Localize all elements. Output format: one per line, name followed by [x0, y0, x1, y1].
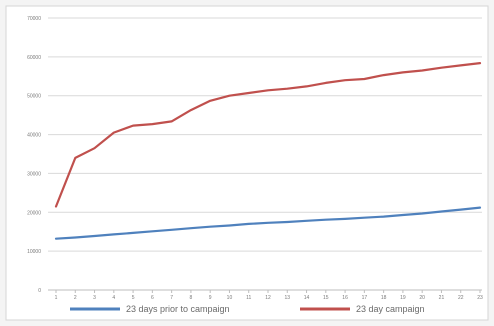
- x-tick-label: 5: [132, 295, 135, 301]
- x-tick-label: 12: [265, 295, 271, 301]
- series-lines: [54, 61, 482, 240]
- y-axis-ticks: 0 10000 20000 30000 40000 50000 60000 70000: [27, 16, 41, 294]
- y-tick-label: 70000: [27, 16, 41, 22]
- y-tick-label: 50000: [27, 94, 41, 100]
- x-tick-label: 13: [284, 295, 290, 301]
- x-tick-label: 18: [381, 295, 387, 301]
- x-tick-label: 10: [227, 295, 233, 301]
- legend-label-2: 23 day campaign: [356, 304, 425, 314]
- x-tick-label: 19: [400, 295, 406, 301]
- x-tick-label: 6: [151, 295, 154, 301]
- y-tick-label: 30000: [27, 171, 41, 177]
- x-tick-label: 2: [74, 295, 77, 301]
- series-line-2: [54, 61, 482, 208]
- x-tick-label: 16: [342, 295, 348, 301]
- y-tick-label: 60000: [27, 55, 41, 61]
- x-tick-label: 22: [458, 295, 464, 301]
- y-tick-label: 0: [38, 288, 41, 294]
- y-tick-label: 10000: [27, 249, 41, 255]
- gridlines: [48, 17, 482, 252]
- legend: 23 days prior to campaign 23 day campaign: [70, 304, 425, 314]
- x-tick-label: 7: [170, 295, 173, 301]
- x-tick-label: 3: [93, 295, 96, 301]
- y-tick-label: 40000: [27, 133, 41, 139]
- x-tick-label: 4: [112, 295, 115, 301]
- x-tick-label: 14: [304, 295, 310, 301]
- x-tick-label: 20: [419, 295, 425, 301]
- x-tick-label: 21: [439, 295, 445, 301]
- x-tick-label: 23: [477, 295, 483, 301]
- x-tick-label: 11: [246, 295, 251, 301]
- legend-label-1: 23 days prior to campaign: [126, 304, 230, 314]
- series-line-1: [54, 206, 482, 240]
- x-tick-label: 8: [190, 295, 193, 301]
- x-tick-label: 9: [209, 295, 212, 301]
- x-tick-label: 1: [55, 295, 58, 301]
- x-tick-label: 15: [323, 295, 329, 301]
- chart-area: [5, 5, 489, 321]
- x-tick-label: 17: [362, 295, 368, 301]
- y-tick-label: 20000: [27, 210, 41, 216]
